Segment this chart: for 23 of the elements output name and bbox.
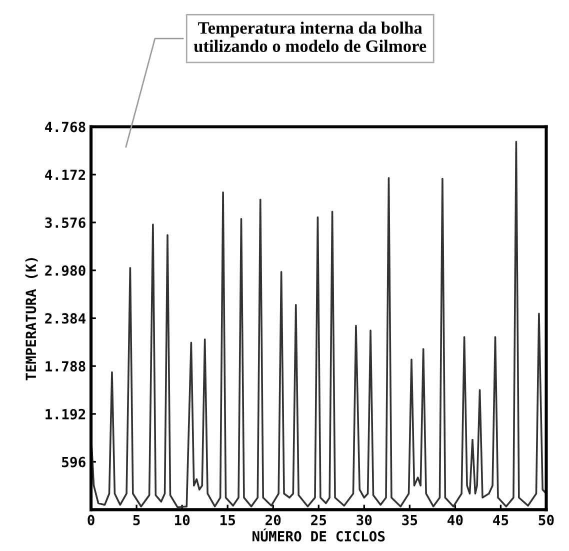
x-tick-label: 50 — [538, 514, 554, 526]
y-tick-label: 1.788 — [46, 361, 86, 372]
x-tick-label: 20 — [266, 514, 281, 526]
x-tick-label: 10 — [174, 514, 190, 526]
x-tick-label: 15 — [220, 514, 236, 526]
x-tick-label: 5 — [133, 514, 140, 526]
x-tick-label: 0 — [88, 514, 94, 526]
text: Temperatura interna da bolha utilizando o modelo de Gilmore — [194, 22, 426, 52]
y-tick-label: 596 — [62, 456, 86, 468]
line-series — [91, 140, 546, 508]
x-tick-label: 40 — [448, 514, 463, 526]
y-tick-label: 2.980 — [45, 265, 86, 276]
y-tick-label: 4.172 — [45, 170, 86, 180]
y-axis-title: TEMPERATURA (K) — [25, 258, 38, 380]
y-tick-label: 2.384 — [45, 313, 86, 324]
x-tick-label: 30 — [356, 514, 372, 526]
y-tick-label: 4.768 — [45, 122, 86, 132]
x-tick-label: 45 — [493, 514, 508, 526]
x-tick-label: 35 — [402, 514, 418, 526]
y-tick-label: 1.192 — [46, 408, 86, 420]
x-tick-label: 25 — [311, 514, 326, 526]
y-tick-label: 3.576 — [45, 217, 86, 228]
x-axis-title: NÚMERO DE CICLOS — [252, 528, 385, 542]
